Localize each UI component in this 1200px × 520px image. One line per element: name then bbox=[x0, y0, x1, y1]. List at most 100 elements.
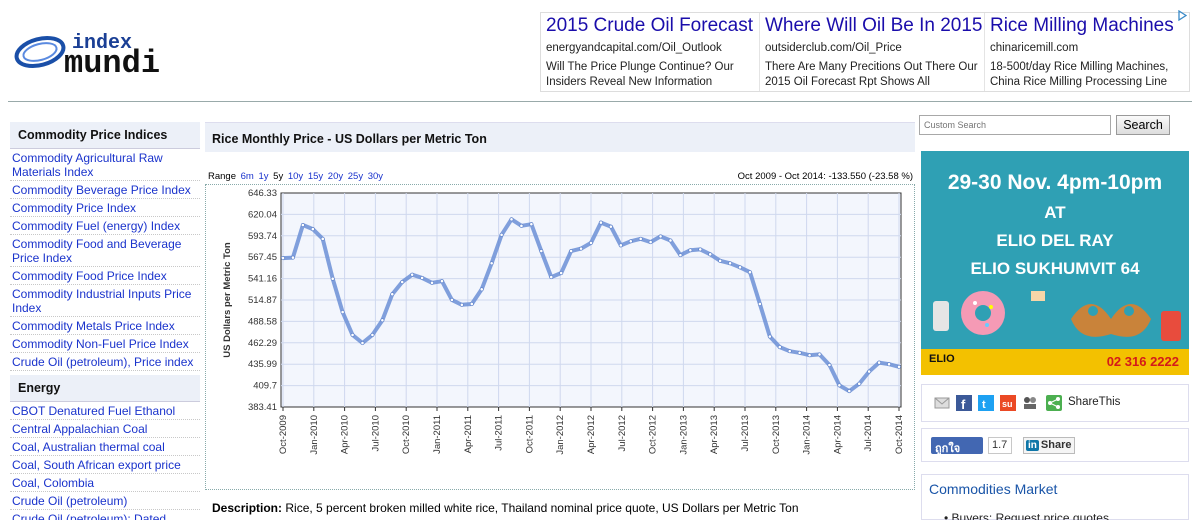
ad-title[interactable]: Rice Milling Machines bbox=[989, 15, 1174, 36]
email-icon[interactable] bbox=[934, 395, 950, 411]
promo-venue2: ELIO SUKHUMVIT 64 bbox=[970, 259, 1140, 278]
data-point bbox=[320, 236, 325, 241]
sidebar-item[interactable]: Commodity Food and Beverage Price Index bbox=[10, 235, 200, 267]
data-point bbox=[559, 271, 564, 275]
sidebar-item[interactable]: CBOT Denatured Fuel Ethanol bbox=[10, 402, 200, 420]
x-tick-label: Jul-2012 bbox=[617, 415, 628, 451]
search-input[interactable] bbox=[919, 115, 1111, 135]
sidebar-item[interactable]: Commodity Non-Fuel Price Index bbox=[10, 335, 200, 353]
search-button[interactable]: Search bbox=[1116, 115, 1170, 135]
data-point bbox=[450, 297, 454, 302]
stumbleupon-icon[interactable]: su bbox=[1000, 395, 1016, 411]
data-point bbox=[519, 223, 524, 228]
sidebar-item[interactable]: Commodity Industrial Inputs Price Index bbox=[10, 285, 200, 317]
sidebar-item[interactable]: Crude Oil (petroleum); Dated Brent bbox=[10, 510, 200, 520]
sidebar-item[interactable]: Crude Oil (petroleum), Price index bbox=[10, 353, 200, 371]
x-tick-label: Jul-2010 bbox=[370, 415, 381, 451]
range-1y[interactable]: 1y bbox=[258, 171, 269, 182]
ad-url[interactable]: outsiderclub.com/Oil_Price bbox=[764, 42, 902, 54]
myspace-icon[interactable] bbox=[1022, 395, 1038, 411]
sharethis-label[interactable]: ShareThis bbox=[1068, 396, 1121, 408]
data-point bbox=[390, 292, 395, 297]
x-tick-label: Apr-2013 bbox=[709, 415, 720, 454]
x-tick-label: Apr-2010 bbox=[340, 415, 351, 454]
sidebar-section-title: Energy bbox=[10, 375, 200, 402]
data-point bbox=[410, 272, 415, 277]
ad-item[interactable]: Where Will Oil Be In 2015 outsiderclub.c… bbox=[760, 13, 985, 91]
data-point bbox=[648, 240, 653, 245]
range-15y[interactable]: 15y bbox=[307, 171, 324, 182]
data-point bbox=[440, 279, 444, 284]
data-point bbox=[370, 332, 375, 337]
linkedin-share-label: Share bbox=[1040, 439, 1072, 451]
description-label: Description: bbox=[212, 501, 283, 515]
x-tick-label: Jan-2012 bbox=[555, 415, 566, 455]
price-chart: 383.41 409.7 435.99 462.29 488.58 514.87 541.1… bbox=[222, 188, 905, 455]
sidebar-item[interactable]: Commodity Fuel (energy) Index bbox=[10, 217, 200, 235]
x-tick-label: Jul-2014 bbox=[863, 415, 874, 451]
y-tick-label: 620.04 bbox=[248, 209, 277, 220]
x-tick-label: Oct-2013 bbox=[771, 415, 782, 454]
ad-url[interactable]: energyandcapital.com/Oil_Outlook bbox=[546, 42, 722, 54]
market-item-label: Buyers: Request price quotes bbox=[951, 511, 1109, 520]
data-point bbox=[897, 364, 901, 369]
ad-item[interactable]: Rice Milling Machines chinaricemill.com … bbox=[985, 13, 1189, 91]
range-25y[interactable]: 25y bbox=[347, 171, 364, 182]
data-point bbox=[688, 248, 693, 253]
data-point bbox=[618, 243, 623, 248]
sidebar-item[interactable]: Commodity Price Index bbox=[10, 199, 200, 217]
sidebar-item[interactable]: Central Appalachian Coal bbox=[10, 420, 200, 438]
ad-banner: 2015 Crude Oil Forecast energyandcapital… bbox=[540, 12, 1190, 92]
data-point bbox=[340, 310, 345, 315]
sidebar-item[interactable]: Coal, Australian thermal coal bbox=[10, 438, 200, 456]
data-point bbox=[539, 249, 544, 253]
promo-banner[interactable]: 29-30 Nov. 4pm-10pm AT ELIO DEL RAY ELIO… bbox=[921, 151, 1189, 375]
ad-description: Will The Price Plunge Continue? Our Insi… bbox=[546, 61, 734, 88]
ad-item[interactable]: 2015 Crude Oil Forecast energyandcapital… bbox=[541, 13, 760, 91]
data-point bbox=[658, 234, 663, 239]
y-tick-label: 514.87 bbox=[248, 295, 277, 306]
market-title[interactable]: Commodities Market bbox=[929, 481, 1058, 497]
chart-panel: Rice Monthly Price - US Dollars per Metr… bbox=[205, 122, 915, 515]
sidebar-item[interactable]: Commodity Food Price Index bbox=[10, 267, 200, 285]
sidebar-list: CBOT Denatured Fuel Ethanol Central Appa… bbox=[10, 402, 200, 520]
ad-title[interactable]: 2015 Crude Oil Forecast bbox=[546, 15, 753, 36]
ad-url[interactable]: chinaricemill.com bbox=[989, 42, 1079, 54]
sidebar-item[interactable]: Commodity Agricultural Raw Materials Ind… bbox=[10, 149, 200, 181]
facebook-like-button[interactable]: ถูกใจ bbox=[931, 437, 983, 455]
data-point bbox=[579, 246, 583, 251]
sidebar-item[interactable]: Coal, South African export price bbox=[10, 456, 200, 474]
data-point bbox=[350, 332, 355, 337]
sidebar-item[interactable]: Commodity Beverage Price Index bbox=[10, 181, 200, 199]
twitter-icon[interactable]: t bbox=[978, 395, 994, 411]
range-5y-selected: 5y bbox=[273, 171, 284, 182]
ad-title[interactable]: Where Will Oil Be In 2015 bbox=[764, 15, 983, 36]
sidebar-item[interactable]: Commodity Metals Price Index bbox=[10, 317, 200, 335]
linkedin-share-button[interactable]: in Share bbox=[1023, 437, 1075, 454]
range-6m[interactable]: 6m bbox=[240, 171, 254, 182]
x-tick-label: Jul-2011 bbox=[494, 415, 505, 451]
data-point bbox=[668, 238, 673, 243]
data-point bbox=[877, 360, 882, 365]
x-tick-label: Apr-2011 bbox=[463, 415, 474, 453]
y-tick-label: 567.45 bbox=[248, 252, 277, 263]
x-tick-label: Apr-2014 bbox=[832, 415, 843, 454]
data-point bbox=[718, 258, 723, 263]
indexmundi-logo[interactable]: index mundi bbox=[14, 28, 204, 76]
adchoices-icon[interactable] bbox=[1178, 10, 1187, 21]
range-20y[interactable]: 20y bbox=[327, 171, 344, 182]
sharethis-icon[interactable] bbox=[1046, 395, 1062, 411]
range-30y[interactable]: 30y bbox=[367, 171, 384, 182]
x-tick-label: Apr-2012 bbox=[586, 415, 597, 454]
description-text: Rice, 5 percent broken milled white rice… bbox=[285, 501, 799, 515]
market-item[interactable]: • Buyers: Request price quotes bbox=[944, 511, 1109, 520]
data-point bbox=[330, 276, 335, 281]
x-tick-label: Oct-2011 bbox=[524, 415, 535, 453]
facebook-icon[interactable]: f bbox=[956, 395, 972, 411]
data-point bbox=[608, 224, 613, 229]
range-10y[interactable]: 10y bbox=[287, 171, 304, 182]
sidebar-item[interactable]: Coal, Colombia bbox=[10, 474, 200, 492]
data-point bbox=[360, 341, 365, 345]
y-tick-label: 435.99 bbox=[248, 359, 277, 370]
sidebar-item[interactable]: Crude Oil (petroleum) bbox=[10, 492, 200, 510]
